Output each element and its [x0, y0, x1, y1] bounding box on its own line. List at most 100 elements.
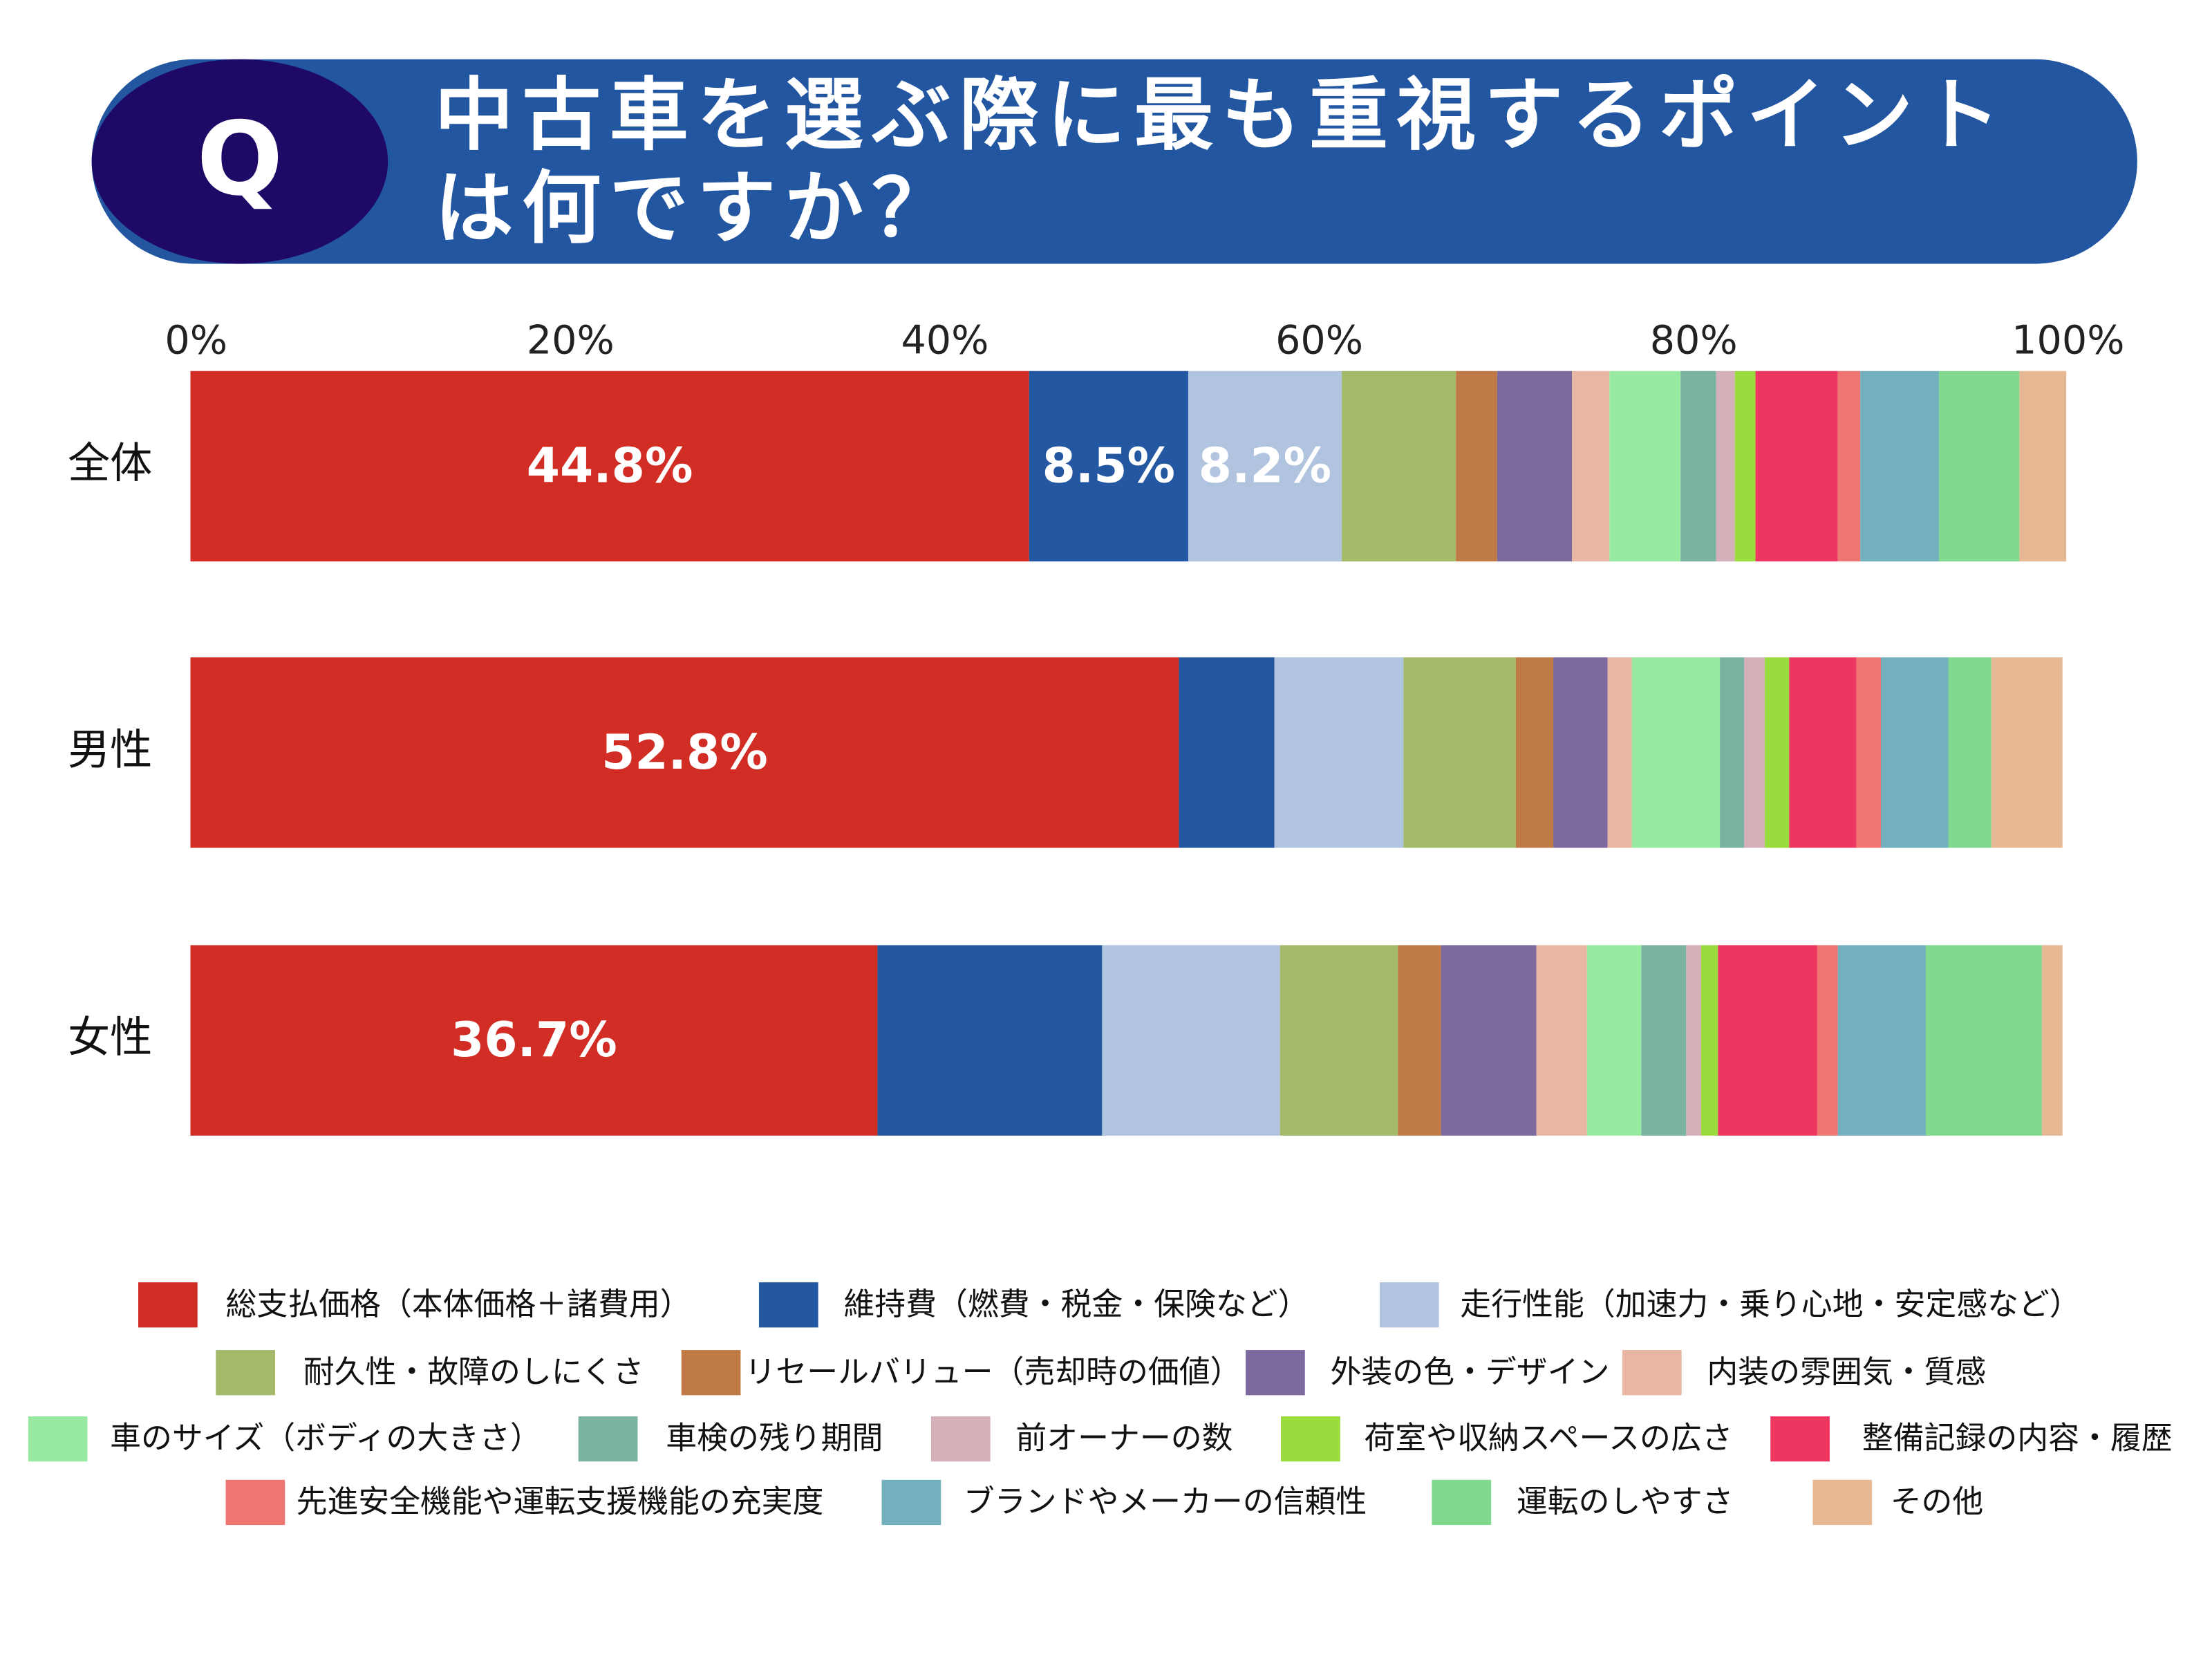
badge: Q [196, 100, 283, 218]
bar-segment [1837, 371, 1861, 562]
bar-segment [1029, 371, 1188, 562]
legend-swatch [216, 1350, 275, 1396]
bar-segment [1441, 945, 1537, 1136]
bar-segment [1274, 657, 1404, 848]
bar-segment [1948, 657, 1991, 848]
bar-segment [190, 657, 1179, 848]
bar-segment [1755, 371, 1838, 562]
bar-segment [1641, 945, 1687, 1136]
bar-segment [2041, 945, 2063, 1136]
legend-label: 整備記録の内容・履歴 [1862, 1420, 2173, 1456]
data-label: 52.8% [601, 725, 768, 780]
legend-swatch [1770, 1416, 1830, 1462]
x-tick-label: 20% [527, 318, 615, 364]
bar-segment [1837, 945, 1926, 1136]
legend-swatch [1281, 1416, 1340, 1462]
bar-segment [1716, 371, 1735, 562]
bar-segment [1572, 371, 1610, 562]
bar-segment [1938, 371, 2020, 562]
x-tick-label: 0% [165, 318, 227, 364]
chart-title: 中古車を選ぶ際に最も重視するポイントは何ですか？ [434, 71, 2009, 256]
bar-segment [1734, 371, 1756, 562]
legend-label: 内装の雰囲気・質感 [1707, 1353, 1986, 1390]
bar-segment [1342, 371, 1456, 562]
legend-label: 総支払価格（本体価格＋諸費用） [226, 1286, 691, 1322]
title-box: 中古車を選ぶ際に最も重視するポイントは何ですか？ [434, 71, 2009, 256]
bar-segment [1456, 371, 1497, 562]
bar-segment [1744, 657, 1765, 848]
legend-swatch [930, 1416, 991, 1462]
bar-segment [1856, 657, 1881, 848]
data-label: 44.8% [527, 439, 693, 494]
bar-segment [1718, 945, 1817, 1136]
y-tick-label: 全体 [68, 439, 152, 488]
bar-segment [1536, 945, 1587, 1136]
x-tick-label: 80% [1650, 318, 1738, 364]
legend-swatch [28, 1416, 88, 1462]
bar-segment [1497, 371, 1573, 562]
bar-segment [1817, 945, 1838, 1136]
data-label: 8.5% [1042, 439, 1175, 494]
bar-segment [1398, 945, 1441, 1136]
legend-label: 車検の残り期間 [666, 1420, 883, 1456]
legend-swatch [758, 1282, 818, 1328]
x-tick-label: 40% [901, 318, 988, 364]
legend-label: 先進安全機能や運転支援機能の充実度 [297, 1483, 824, 1520]
bar-segment [1680, 371, 1716, 562]
bar-segment [1553, 657, 1608, 848]
x-tick-label: 60% [1275, 318, 1363, 364]
bar-segment [1925, 945, 2042, 1136]
y-tick-label: 男性 [68, 725, 152, 774]
legend-swatch [225, 1479, 285, 1526]
legend-label: 荷室や収納スペースの広さ [1364, 1420, 1732, 1456]
bar-segment [1179, 657, 1275, 848]
legend-label: 外装の色・デザイン [1330, 1353, 1609, 1390]
legend-label: その他 [1891, 1483, 1984, 1520]
legend-swatch [1246, 1350, 1305, 1396]
bar-segment [190, 945, 878, 1136]
data-label: 8.2% [1199, 439, 1331, 494]
legend-swatch [1432, 1479, 1492, 1526]
bar-segment [1586, 945, 1642, 1136]
legend-label: 維持費（燃費・税金・保険など） [843, 1286, 1309, 1322]
bar-segment [1102, 945, 1280, 1136]
legend-label: 耐久性・故障のしにくさ [303, 1353, 644, 1390]
bar-segment [1607, 657, 1632, 848]
bar-segment [1789, 657, 1857, 848]
legend-swatch [1622, 1350, 1682, 1396]
bar-segment [1609, 371, 1681, 562]
bar-segment [1686, 945, 1701, 1136]
bar-segment [1860, 371, 1939, 562]
legend-label: ブランドやメーカーの信頼性 [964, 1483, 1367, 1520]
legend-label: 前オーナーの数 [1015, 1420, 1232, 1456]
bar-segment [190, 371, 1029, 562]
legend-swatch [1812, 1479, 1873, 1526]
legend-swatch [1379, 1282, 1439, 1328]
bar-segment [1188, 371, 1342, 562]
bar-segment [877, 945, 1103, 1136]
legend-label: 運転のしやすさ [1517, 1483, 1734, 1520]
title-banner [91, 59, 2137, 264]
legend-swatch [578, 1416, 638, 1462]
legend-label: リセールバリュー（売却時の価値） [745, 1353, 1241, 1390]
bar-segment [1765, 657, 1790, 848]
legend-label: 走行性能（加速力・乗り心地・安定感など） [1460, 1286, 2081, 1322]
bar-segment [1280, 945, 1398, 1136]
legend-label: 車のサイズ（ボディの大きさ） [110, 1420, 541, 1456]
bar-segment [1631, 657, 1721, 848]
bar-segment [1515, 657, 1554, 848]
bar-segment [1880, 657, 1949, 848]
bar-segment [1991, 657, 2063, 848]
legend-swatch [138, 1282, 198, 1328]
badge-circle [91, 59, 388, 264]
legend-swatch [681, 1350, 741, 1396]
x-tick-label: 100% [2012, 318, 2124, 364]
bar-segment [1720, 657, 1745, 848]
bar-segment [1403, 657, 1516, 848]
y-tick-label: 女性 [68, 1013, 152, 1062]
data-label: 36.7% [451, 1013, 617, 1068]
legend-swatch [881, 1479, 941, 1526]
bar-segment [2019, 371, 2067, 562]
